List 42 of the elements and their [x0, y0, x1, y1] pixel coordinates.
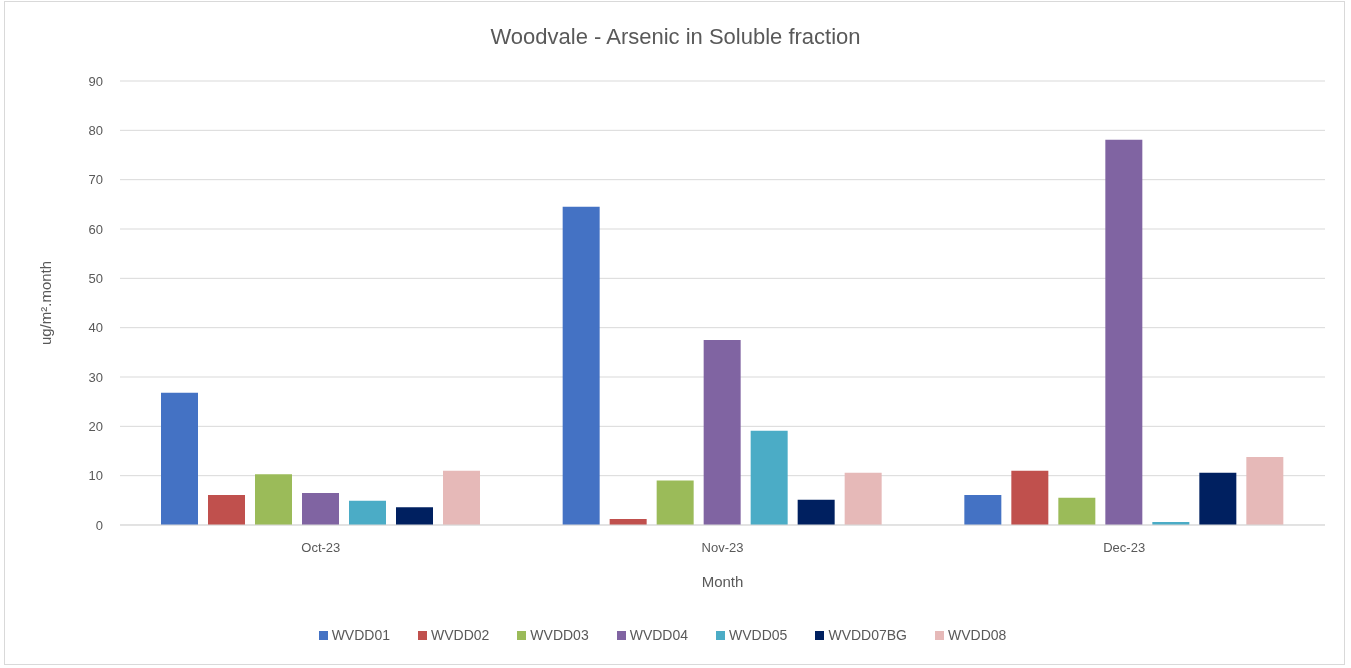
x-axis-title: Month	[701, 572, 744, 590]
bar	[844, 472, 882, 525]
bar	[1105, 139, 1143, 525]
x-tick-label: Oct-23	[301, 540, 341, 556]
bar	[562, 206, 600, 525]
bar	[208, 494, 245, 525]
bar	[1011, 470, 1049, 525]
legend-label: WVDD02	[430, 627, 490, 643]
y-axis-title: ug/m².month	[36, 260, 54, 346]
y-tick-label: 90	[88, 73, 103, 89]
bar	[161, 392, 198, 525]
bar	[656, 480, 694, 525]
legend-label: WVDD01	[331, 627, 390, 643]
y-tick-label: 80	[88, 122, 103, 138]
legend-label: WVDD08	[948, 627, 1007, 643]
bar	[703, 340, 741, 525]
bar	[255, 474, 292, 525]
y-tick-label: 30	[88, 369, 103, 385]
bar	[797, 499, 835, 525]
bar	[750, 430, 788, 525]
x-tick-label: Dec-23	[1103, 540, 1146, 556]
bar	[349, 500, 386, 525]
legend-label: WVDD07BG	[828, 627, 907, 643]
bar	[443, 470, 480, 525]
x-tick-label: Nov-23	[701, 540, 744, 556]
legend-label: WVDD05	[729, 627, 788, 643]
y-tick-label: 40	[88, 320, 103, 336]
y-tick-label: 60	[88, 221, 103, 237]
y-tick-label: 10	[88, 468, 103, 484]
bar	[1058, 497, 1096, 525]
bar	[302, 492, 339, 525]
bar	[1246, 456, 1284, 525]
legend-label: WVDD04	[629, 627, 689, 643]
y-tick-label: 20	[88, 418, 103, 434]
y-tick-label: 0	[95, 517, 103, 533]
bar	[1199, 472, 1237, 525]
legend-label: WVDD03	[530, 627, 589, 643]
y-tick-label: 70	[88, 172, 103, 188]
y-tick-label: 50	[88, 270, 103, 286]
chart-title: Woodvale - Arsenic in Soluble fraction	[490, 24, 861, 49]
bar	[396, 507, 433, 525]
bar	[964, 494, 1002, 525]
